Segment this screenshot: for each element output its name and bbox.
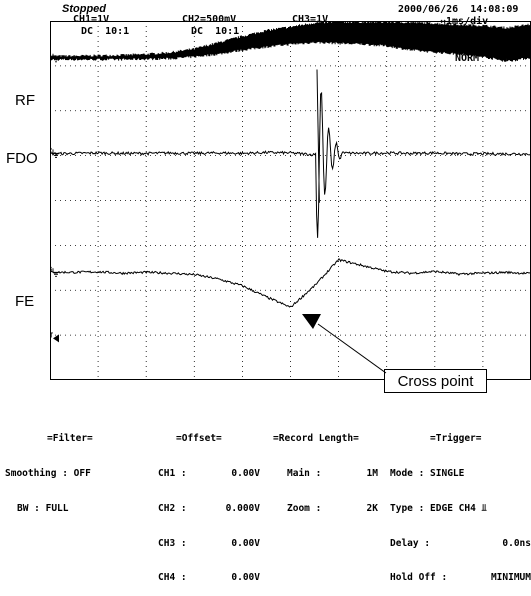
trigger-mode: Mode : SINGLE bbox=[390, 467, 465, 479]
trigger-panel: =Trigger= Mode : SINGLE Type : EDGE CH4 … bbox=[390, 410, 531, 596]
ch3-scale: CH3=1V bbox=[292, 14, 329, 25]
trigger-marker: T bbox=[50, 331, 53, 339]
offset-row: CH2 : 0.000V bbox=[158, 503, 260, 515]
trigger-delay: Delay : 0.0ns bbox=[390, 538, 531, 550]
callout-arrow bbox=[302, 314, 387, 374]
rf-trace bbox=[50, 21, 531, 62]
ground-icon bbox=[52, 53, 59, 63]
offset-ch: CH1 : bbox=[158, 467, 187, 479]
trigger-level-icon bbox=[53, 334, 59, 343]
oscilloscope-screen: 1 2 3 T NORM bbox=[50, 21, 531, 380]
trigger-type-text: Type : EDGE CH4 bbox=[390, 502, 476, 514]
offset-val: 0.00V bbox=[231, 467, 260, 479]
ground-icon bbox=[52, 268, 59, 277]
graticule bbox=[50, 21, 531, 380]
offset-title: =Offset= bbox=[176, 433, 222, 445]
offset-val: 0.00V bbox=[231, 537, 260, 549]
arrow-head-icon bbox=[302, 314, 321, 329]
falling-edge-icon: ⫫ bbox=[481, 502, 487, 514]
timestamp: 2000/06/26 14:08:09 bbox=[398, 4, 519, 15]
offset-ch: CH3 : bbox=[158, 537, 187, 549]
offset-val: 0.000V bbox=[225, 502, 260, 514]
trace-label-fdo: FDO bbox=[6, 150, 38, 167]
ch1-coupling: DC 10:1 bbox=[81, 26, 130, 37]
trace-label-fe: FE bbox=[15, 293, 35, 310]
record-main-value: 1M bbox=[366, 467, 378, 479]
trigger-delay-value: 0.0ns bbox=[502, 537, 531, 549]
overlay-text: NORM bbox=[455, 53, 479, 64]
offset-row: CH4 : 0.00V bbox=[158, 572, 260, 584]
trigger-holdoff-value: MINIMUM bbox=[490, 572, 531, 584]
filter-panel: =Filter= Smoothing : OFF BW : FULL bbox=[5, 410, 93, 526]
trigger-title: =Trigger= bbox=[430, 433, 482, 445]
cross-point-callout: Cross point bbox=[384, 369, 487, 393]
channel-marker-ch3: 3 bbox=[50, 265, 52, 273]
record-main: Main : 1M bbox=[273, 468, 378, 480]
trigger-type: Type : EDGE CH4 ⫫ bbox=[390, 503, 531, 515]
status-label: Stopped bbox=[62, 3, 106, 15]
ch2-scale: CH2=500mV bbox=[182, 14, 237, 25]
filter-smoothing: Smoothing : OFF bbox=[5, 467, 91, 479]
trigger-holdoff-label: Hold Off : bbox=[390, 572, 448, 584]
trigger-holdoff: Hold Off : MINIMUM bbox=[390, 572, 531, 584]
record-zoom: Zoom : 2K bbox=[273, 503, 378, 515]
ground-icon bbox=[52, 149, 59, 158]
offset-ch: CH2 : bbox=[158, 502, 187, 514]
filter-title: =Filter= bbox=[47, 433, 93, 445]
ground-markers: 1 2 3 T bbox=[50, 51, 59, 343]
record-title: =Record Length= bbox=[273, 433, 359, 445]
offset-val: 0.00V bbox=[231, 572, 260, 584]
fe-trace bbox=[50, 258, 531, 308]
trace-label-rf: RF bbox=[15, 92, 35, 109]
offset-panel: =Offset= CH1 : 0.00V CH2 : 0.000V CH3 : 0.0… bbox=[158, 410, 260, 596]
record-main-label: Main : bbox=[287, 467, 322, 479]
trigger-delay-label: Delay : bbox=[390, 537, 431, 549]
channel-marker-ch2: 2 bbox=[50, 146, 52, 154]
fdo-trace bbox=[50, 69, 531, 238]
ch1-scale: CH1=1V bbox=[73, 14, 110, 25]
record-panel: =Record Length= Main : 1M Zoom : 2K bbox=[273, 410, 378, 526]
offset-row: CH3 : 0.00V bbox=[158, 538, 260, 550]
offset-row: CH1 : 0.00V bbox=[158, 468, 260, 480]
offset-ch: CH4 : bbox=[158, 572, 187, 584]
waveforms bbox=[50, 21, 531, 308]
channel-marker-ch1: 1 bbox=[50, 51, 52, 59]
ch2-coupling: DC 10:1 bbox=[191, 26, 240, 37]
filter-bw: BW : FULL bbox=[17, 502, 69, 514]
record-zoom-value: 2K bbox=[366, 502, 378, 514]
record-zoom-label: Zoom : bbox=[287, 502, 322, 514]
